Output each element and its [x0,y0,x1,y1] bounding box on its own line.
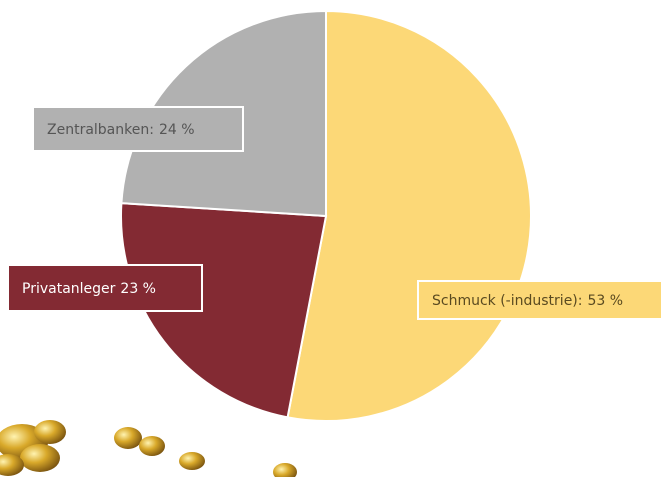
slice-label: Schmuck (-industrie): 53 % [432,293,623,309]
category-name: Zentralbanken: [47,122,154,138]
label-box [32,106,244,152]
slice-label: Zentralbanken: 24 % [47,122,195,138]
value-label: 53 % [587,293,623,309]
label-box [417,280,663,320]
label-box [7,264,203,312]
pie [120,9,532,422]
value-label: 23 % [120,281,156,297]
category-name: Privatanleger [22,281,116,297]
gold-nuggets [0,420,297,477]
slice-label: Privatanleger 23 % [22,281,156,297]
labels: Schmuck (-industrie): 53 % Privatanleger 23… [7,106,663,320]
pie-slice [120,202,328,419]
category-name: Schmuck (-industrie): [432,293,582,309]
value-label: 24 % [159,122,195,138]
